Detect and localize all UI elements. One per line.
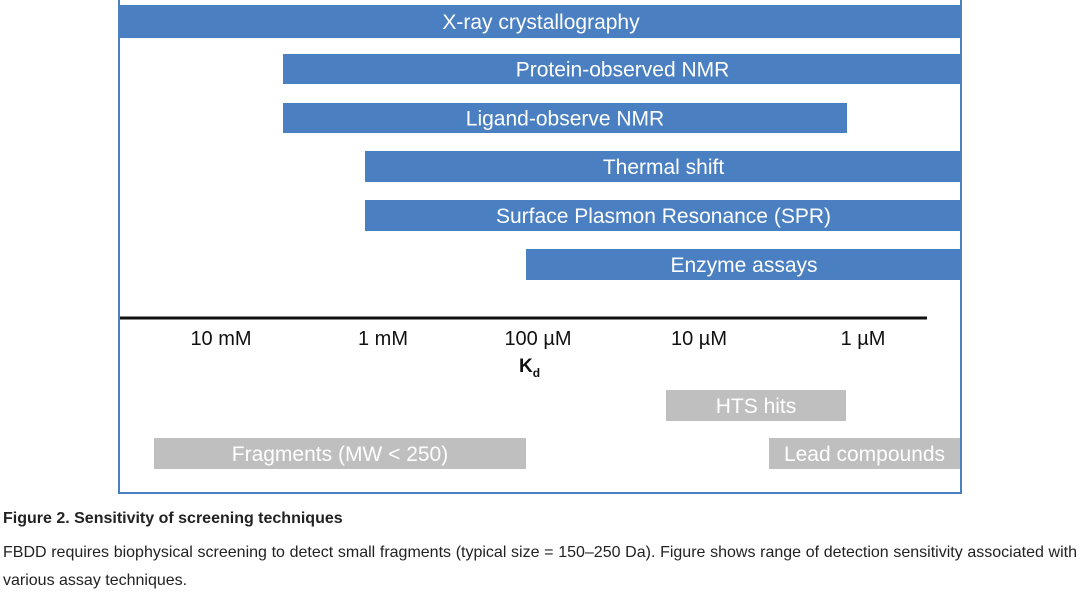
bar-protein-observed-nmr: Protein-observed NMR bbox=[283, 54, 962, 84]
bar-ligand-observe-nmr: Ligand-observe NMR bbox=[283, 103, 847, 133]
bar-rect-lead-compounds bbox=[769, 438, 960, 469]
technique-bars: X-ray crystallography Protein-observed NM… bbox=[120, 5, 962, 280]
figure-caption: FBDD requires biophysical screening to d… bbox=[3, 544, 1077, 589]
bar-enzyme-assays: Enzyme assays bbox=[526, 249, 962, 280]
bar-lead-compounds: Lead compounds bbox=[769, 438, 960, 469]
bar-rect-ligand-observe-nmr bbox=[283, 103, 847, 133]
bar-rect-enzyme-assays bbox=[526, 249, 962, 280]
kd-tick-labels: 10 mM 1 mM 100 µM 10 µM 1 µM bbox=[190, 328, 885, 350]
tick-label-100-m: 100 µM bbox=[504, 328, 571, 350]
bar-label-enzyme-assays: Enzyme assays bbox=[670, 254, 817, 277]
bar-surface-plasmon-resonance-spr: Surface Plasmon Resonance (SPR) bbox=[365, 200, 962, 231]
bar-label-ligand-observe-nmr: Ligand-observe NMR bbox=[466, 108, 664, 131]
sensitivity-chart: X-ray crystallography Protein-observed NM… bbox=[120, 5, 962, 469]
bar-rect-surface-plasmon-resonance-spr bbox=[365, 200, 962, 231]
bar-rect-x-ray-crystallography bbox=[120, 5, 962, 38]
bar-label-thermal-shift: Thermal shift bbox=[603, 156, 725, 179]
bar-x-ray-crystallography: X-ray crystallography bbox=[120, 5, 962, 38]
bar-rect-hts-hits bbox=[666, 390, 846, 421]
bar-label-fragments-mw-250: Fragments (MW < 250) bbox=[232, 443, 448, 466]
bar-hts-hits: HTS hits bbox=[666, 390, 846, 421]
kd-axis-label: Kd bbox=[519, 356, 540, 380]
bar-label-protein-observed-nmr: Protein-observed NMR bbox=[516, 59, 730, 82]
bar-rect-fragments-mw-250 bbox=[154, 438, 526, 469]
bar-label-lead-compounds: Lead compounds bbox=[784, 443, 945, 466]
bar-rect-thermal-shift bbox=[365, 151, 962, 182]
compound-class-bars: HTS hits Fragments (MW < 250) Lead compoun… bbox=[154, 390, 960, 469]
chart-frame bbox=[118, 0, 962, 494]
bar-label-surface-plasmon-resonance-spr: Surface Plasmon Resonance (SPR) bbox=[496, 205, 831, 228]
bar-label-hts-hits: HTS hits bbox=[716, 395, 797, 418]
bar-thermal-shift: Thermal shift bbox=[365, 151, 962, 182]
bar-rect-protein-observed-nmr bbox=[283, 54, 962, 84]
tick-label-1-m: 1 µM bbox=[841, 328, 886, 350]
tick-label-10-mm: 10 mM bbox=[190, 328, 251, 350]
bar-label-x-ray-crystallography: X-ray crystallography bbox=[442, 11, 640, 34]
figure-title: Figure 2. Sensitivity of screening techn… bbox=[3, 510, 343, 527]
bar-fragments-mw-250: Fragments (MW < 250) bbox=[154, 438, 526, 469]
tick-label-1-mm: 1 mM bbox=[358, 328, 408, 350]
tick-label-10-m: 10 µM bbox=[671, 328, 727, 350]
